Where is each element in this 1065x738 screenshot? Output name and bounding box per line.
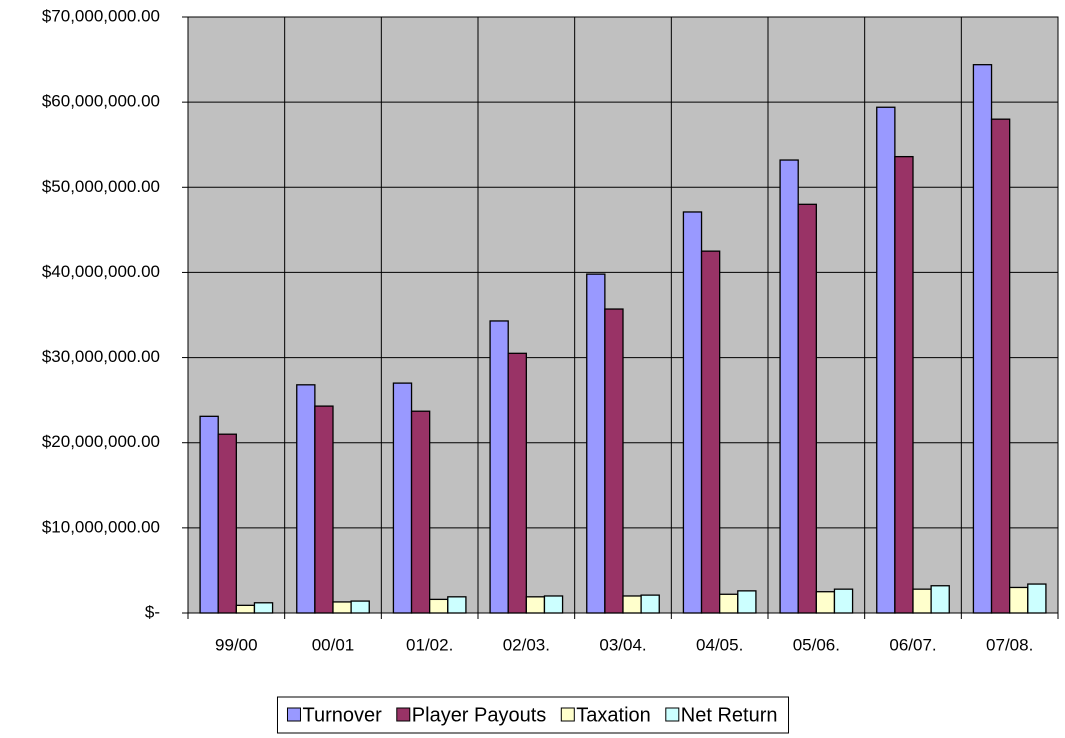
bar: [332, 601, 352, 614]
legend-label: Player Payouts: [412, 704, 547, 726]
legend-swatch: [286, 707, 301, 722]
bar: [640, 594, 660, 614]
bar: [604, 308, 624, 614]
bar: [779, 159, 799, 614]
x-tick-label: 02/03.: [503, 635, 550, 654]
legend-label: Net Return: [681, 704, 778, 726]
bar: [447, 596, 467, 614]
bar: [972, 64, 993, 614]
bar: [410, 410, 431, 614]
y-tick-label: $40,000,000.00: [42, 262, 160, 281]
x-tick-label: 06/07.: [889, 635, 936, 654]
bar: [489, 320, 509, 614]
bar: [719, 593, 739, 614]
bar: [912, 588, 932, 614]
bar: [350, 600, 370, 614]
x-tick-label: 03/04.: [599, 635, 646, 654]
bar: [990, 118, 1011, 614]
bar: [682, 211, 703, 614]
bar: [1009, 586, 1029, 614]
y-tick-label: $10,000,000.00: [42, 517, 160, 536]
x-tick-label: 04/05.: [696, 635, 743, 654]
bar: [235, 604, 256, 614]
legend-swatch: [665, 707, 680, 722]
bar: [737, 590, 757, 614]
legend-swatch: [396, 707, 411, 722]
bar: [815, 591, 836, 614]
y-tick-label: $50,000,000.00: [42, 177, 160, 196]
bar: [296, 384, 316, 614]
bar: [797, 203, 817, 614]
bar: [199, 415, 219, 614]
bar: [700, 250, 721, 614]
bar: [525, 596, 546, 614]
bar: [314, 405, 334, 614]
x-tick-label: 99/00: [215, 635, 258, 654]
bar: [507, 352, 527, 614]
bar: [429, 598, 449, 614]
bar: [894, 155, 914, 614]
x-tick-label: 01/02.: [406, 635, 453, 654]
y-tick-label: $-: [145, 602, 160, 621]
bar: [392, 382, 413, 614]
x-tick-label: 05/06.: [793, 635, 840, 654]
legend-label: Taxation: [576, 704, 651, 726]
y-tick-label: $70,000,000.00: [42, 6, 160, 25]
bar: [543, 595, 564, 614]
bar: [1027, 583, 1047, 614]
legend: Turnover Player Payouts Taxation Net Return: [276, 696, 790, 734]
y-tick-label: $20,000,000.00: [42, 432, 160, 451]
y-tick-label: $60,000,000.00: [42, 92, 160, 111]
bar: [586, 273, 606, 614]
bar: [253, 602, 274, 614]
bar: [930, 585, 950, 614]
x-tick-label: 07/08.: [986, 635, 1033, 654]
legend-label: Turnover: [302, 704, 382, 726]
bar: [833, 588, 854, 614]
bar: [876, 106, 896, 614]
y-tick-label: $30,000,000.00: [42, 347, 160, 366]
x-tick-label: 00/01: [312, 635, 355, 654]
bar: [217, 433, 237, 614]
bar: [622, 595, 642, 614]
legend-swatch: [560, 707, 575, 722]
legend-box: [276, 696, 790, 734]
plot-border: [187, 16, 1059, 614]
